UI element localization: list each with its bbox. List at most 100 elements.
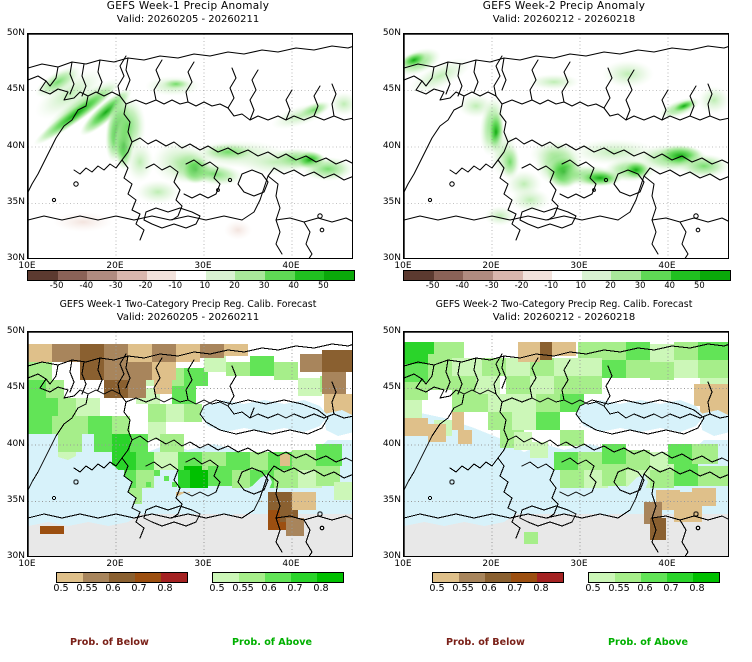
map-week2-anomaly [403, 33, 729, 259]
xlabel-30e-p1: 30E [194, 261, 212, 271]
cbar-swatch-3 [492, 271, 523, 280]
below-swatch-2 [109, 573, 135, 582]
xlabel-40e-p4: 40E [658, 559, 676, 569]
ylabel-50n-p4: 50N [382, 326, 401, 336]
cbar-swatch-2 [87, 271, 117, 280]
above-swatch-1 [239, 573, 265, 582]
ctick-n40-p2: -40 [455, 280, 470, 290]
ctick-n20-p1: -20 [138, 280, 153, 290]
above-tick-1-p4: 0.55 [608, 583, 630, 594]
ctick-n20-p2: -20 [514, 280, 529, 290]
ylabel-30n-p4: 30N [382, 551, 401, 561]
ctick-n10-p1: -10 [168, 280, 183, 290]
above-swatch-2 [265, 573, 291, 582]
panel-week2-anomaly-title: GEFS Week-2 Precip Anomaly [482, 0, 646, 12]
below-tick-0-p4: 0.5 [429, 583, 445, 594]
colorbar-anomaly-week2-ticks: -50 -40 -30 -20 -10 10 20 30 40 50 [403, 280, 729, 292]
xlabel-10e-p4: 10E [394, 559, 412, 569]
map-week2-prob-svg [404, 332, 728, 556]
panel-week1-prob: GEFS Week-1 Two-Category Precip Reg. Cal… [0, 298, 376, 662]
below-swatch-0 [57, 573, 83, 582]
xlabel-40e-p1: 40E [282, 261, 300, 271]
xlabel-10e-p1: 10E [18, 261, 36, 271]
above-tick-2-p3: 0.6 [261, 583, 277, 594]
below-swatch-2 [485, 573, 511, 582]
colorbar-prob-above-week2 [588, 572, 720, 583]
below-swatch-1 [459, 573, 485, 582]
colorbar-anomaly-week1-ticks: -50 -40 -30 -20 -10 10 20 30 40 50 [27, 280, 353, 292]
cbar-swatch-6 [205, 271, 236, 280]
ylabel-45n-p2: 45N [382, 84, 401, 94]
cbar-swatch-0 [28, 271, 58, 280]
ctick-p10-p2: 10 [575, 280, 587, 290]
ylabel-40n-p2: 40N [382, 141, 401, 151]
below-tick-2-p3: 0.6 [105, 583, 121, 594]
below-swatch-3 [511, 573, 537, 582]
ctick-p20-p2: 20 [605, 280, 616, 290]
ctick-n30-p1: -30 [109, 280, 123, 290]
map-week2-anomaly-svg [404, 34, 728, 258]
ylabel-35n-p1: 35N [6, 197, 25, 207]
below-swatch-0 [433, 573, 459, 582]
panel-week2-prob: GEFS Week-2 Two-Category Precip Reg. Cal… [376, 298, 752, 662]
panel-week2-prob-subtitle: Valid: 20260212 - 20260218 [492, 312, 636, 323]
ylabel-45n-p3: 45N [6, 382, 25, 392]
map-week1-prob-svg [28, 332, 352, 556]
legend-prob-below-week1: Prob. of Below [70, 637, 149, 648]
colorbar-prob-above-week1 [212, 572, 344, 583]
colorbar-anomaly-week2 [403, 270, 731, 281]
above-tick-1-p3: 0.55 [232, 583, 254, 594]
cbar-swatch-7 [611, 271, 642, 280]
ylabel-45n-p4: 45N [382, 382, 401, 392]
cbar-swatch-5 [176, 271, 206, 280]
panel-week2-prob-title: GEFS Week-2 Two-Category Precip Reg. Cal… [435, 299, 693, 310]
below-tick-1-p4: 0.55 [452, 583, 474, 594]
above-tick-3-p4: 0.7 [663, 583, 679, 594]
ctick-p50-p2: 50 [694, 280, 705, 290]
ctick-p10-p1: 10 [199, 280, 211, 290]
below-tick-0-p3: 0.5 [53, 583, 69, 594]
cbar-swatch-3 [116, 271, 147, 280]
map-week1-anomaly-svg [28, 34, 352, 258]
panel-week1-prob-subtitle: Valid: 20260205 - 20260211 [116, 312, 260, 323]
xlabel-20e-p1: 20E [106, 261, 124, 271]
colorbar-prob-below-week2-ticks: 0.5 0.55 0.6 0.7 0.8 [429, 583, 562, 597]
legend-prob-below-week2: Prob. of Below [446, 637, 525, 648]
ylabel-35n-p2: 35N [382, 197, 401, 207]
ylabel-30n-p3: 30N [6, 551, 25, 561]
ylabel-45n-p1: 45N [6, 84, 25, 94]
panel-week1-anomaly: GEFS Week-1 Precip Anomaly Valid: 202602… [0, 0, 376, 296]
xlabel-30e-p3: 30E [194, 559, 212, 569]
ctick-p40-p2: 40 [664, 280, 676, 290]
ylabel-50n-p1: 50N [6, 28, 25, 38]
ctick-n10-p2: -10 [544, 280, 559, 290]
cbar-swatch-4 [522, 271, 553, 280]
colorbar-prob-below-week1 [56, 572, 188, 583]
above-swatch-1 [615, 573, 641, 582]
below-tick-2-p4: 0.6 [481, 583, 497, 594]
ctick-p30-p2: 30 [634, 280, 646, 290]
xlabel-20e-p4: 20E [482, 559, 500, 569]
panel-week1-anomaly-subtitle: Valid: 20260205 - 20260211 [116, 14, 260, 25]
cbar-swatch-1 [57, 271, 88, 280]
xlabel-10e-p2: 10E [394, 261, 412, 271]
cbar-swatch-9 [294, 271, 325, 280]
panel-week2-anomaly: GEFS Week-2 Precip Anomaly Valid: 202602… [376, 0, 752, 296]
ylabel-50n-p2: 50N [382, 28, 401, 38]
ctick-p30-p1: 30 [258, 280, 270, 290]
above-swatch-3 [667, 573, 693, 582]
ylabel-35n-p3: 35N [6, 495, 25, 505]
xlabel-40e-p3: 40E [282, 559, 300, 569]
cbar-swatch-2 [463, 271, 493, 280]
ylabel-40n-p4: 40N [382, 439, 401, 449]
ylabel-40n-p1: 40N [6, 141, 25, 151]
cbar-swatch-10 [700, 271, 731, 280]
colorbar-prob-below-week1-ticks: 0.5 0.55 0.6 0.7 0.8 [53, 583, 186, 597]
ctick-p50-p1: 50 [318, 280, 329, 290]
below-tick-1-p3: 0.55 [76, 583, 98, 594]
ctick-n50-p2: -50 [425, 280, 440, 290]
xlabel-20e-p2: 20E [482, 261, 500, 271]
below-tick-3-p3: 0.7 [131, 583, 147, 594]
colorbar-prob-below-week2 [432, 572, 564, 583]
above-swatch-0 [589, 573, 615, 582]
